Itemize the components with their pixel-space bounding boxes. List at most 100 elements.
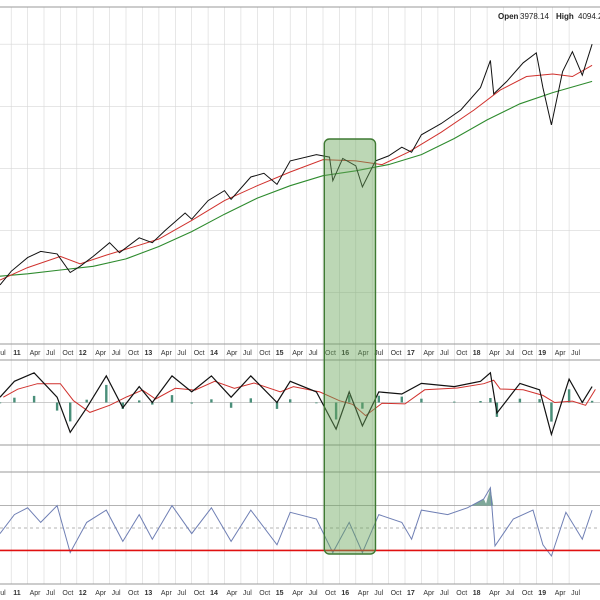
macd-histogram-bar — [229, 402, 233, 408]
x-axis-labels-bottom-row: Jul 11 Apr Jul Oct 12 Apr Jul Oct 13 Apr Jul Oct 14 Ap… — [0, 590, 580, 597]
x-tick-label: Oct — [456, 590, 467, 597]
x-tick-label: 14 — [210, 590, 218, 597]
x-tick-label: 18 — [473, 350, 481, 357]
macd-histogram-bar — [105, 384, 108, 403]
x-tick-label: Apr — [358, 350, 370, 357]
x-tick-label: Oct — [391, 590, 402, 597]
macd-histogram-bar — [453, 401, 456, 403]
macd-histogram-bar — [550, 402, 553, 422]
x-tick-label: Apr — [292, 350, 304, 357]
macd-histogram-bar — [170, 395, 174, 403]
x-tick-label: Oct — [194, 350, 205, 357]
x-tick-label: 11 — [13, 350, 21, 357]
x-tick-label: 16 — [341, 590, 349, 597]
macd-histogram-bar — [249, 398, 252, 403]
macd-histogram-bar — [420, 398, 423, 403]
macd-histogram-bar — [348, 395, 351, 403]
macd-histogram-bar — [590, 400, 594, 403]
x-tick-label: 11 — [13, 590, 21, 597]
x-tick-label: Oct — [62, 350, 73, 357]
macd-histogram-bar — [85, 399, 88, 403]
macd-histogram-bar — [315, 402, 318, 404]
x-tick-label: Apr — [489, 590, 501, 597]
macd-histogram-bar — [538, 399, 541, 403]
x-tick-label: Oct — [194, 590, 205, 597]
x-tick-label: Jul — [177, 350, 186, 357]
x-tick-label: 19 — [538, 350, 546, 357]
x-tick-label: Apr — [292, 590, 304, 597]
x-tick-label: 19 — [538, 590, 546, 597]
x-tick-label: 13 — [145, 350, 153, 357]
macd-histogram-bar — [55, 402, 59, 411]
header-ohlc: Open 3978.14 High 4094.2 — [498, 12, 600, 21]
x-tick-label: Jul — [506, 350, 515, 357]
x-tick-label: Apr — [161, 350, 173, 357]
x-axis-labels-top-row: Jul 11 Apr Jul Oct 12 Apr Jul Oct 13 Apr Jul Oct 14 Ap… — [0, 350, 580, 357]
x-tick-label: Apr — [95, 350, 107, 357]
open-value: 3978.14 — [520, 12, 549, 21]
macd-signal-line — [3, 379, 596, 417]
x-tick-label: Jul — [46, 590, 55, 597]
x-tick-label: Jul — [243, 350, 252, 357]
macd-histogram-bar — [13, 397, 16, 403]
ma-fast-line — [0, 64, 593, 281]
x-tick-label: 17 — [407, 350, 415, 357]
x-tick-label: 15 — [276, 350, 284, 357]
macd-histogram-bar — [138, 400, 141, 403]
x-tick-label: 17 — [407, 590, 415, 597]
x-tick-label: Jul — [309, 350, 318, 357]
macd-histogram-bar — [0, 402, 2, 404]
macd-histogram-bar — [377, 395, 380, 403]
x-tick-label: Jul — [571, 350, 580, 357]
x-tick-label: Apr — [423, 590, 435, 597]
macd-histogram-bar — [518, 398, 522, 403]
x-axis-labels-bottom: Jul 11 Apr Jul Oct 12 Apr Jul Oct 13 Apr Jul Oct 14 Ap… — [0, 583, 600, 597]
x-tick-label: Oct — [325, 350, 336, 357]
x-tick-label: Jul — [440, 350, 449, 357]
x-tick-label: Jul — [309, 590, 318, 597]
x-tick-label: Jul — [112, 350, 121, 357]
high-label: High — [556, 12, 574, 21]
x-tick-label: Oct — [325, 590, 336, 597]
macd-histogram-bar — [489, 398, 492, 403]
macd-line — [0, 371, 593, 437]
macd-histogram-bar — [361, 402, 364, 409]
x-tick-label: Jul — [374, 350, 383, 357]
macd-histogram-bar — [32, 395, 36, 403]
ma-slow-line — [0, 80, 593, 277]
macd-histogram-bar — [400, 396, 403, 403]
macd-histogram-bar — [275, 402, 279, 409]
macd-histogram-bar — [210, 399, 213, 403]
x-tick-label: Apr — [30, 350, 42, 357]
x-tick-label: Jul — [0, 350, 6, 357]
price-panel: Open 3978.14 High 4094.2 — [0, 6, 600, 293]
x-tick-label: Apr — [489, 350, 501, 357]
macd-histogram-bar — [69, 402, 72, 422]
price-horizontal-gridlines — [0, 43, 600, 293]
x-tick-label: Jul — [440, 590, 449, 597]
macd-panel — [0, 359, 600, 437]
x-axis-labels: Jul 11 Apr Jul Oct 12 Apr Jul Oct 13 Apr Jul Oct 14 Ap… — [0, 343, 600, 357]
x-tick-label: Apr — [358, 590, 370, 597]
x-tick-label: 18 — [473, 590, 481, 597]
x-tick-label: Oct — [259, 350, 270, 357]
x-tick-label: Jul — [46, 350, 55, 357]
x-tick-label: 16 — [341, 350, 349, 357]
x-tick-label: Oct — [522, 590, 533, 597]
x-tick-label: Apr — [423, 350, 435, 357]
x-tick-label: Oct — [391, 350, 402, 357]
macd-histogram-bar — [567, 389, 571, 403]
x-tick-label: Apr — [161, 590, 173, 597]
x-tick-label: Oct — [128, 590, 139, 597]
x-tick-label: Oct — [456, 350, 467, 357]
x-tick-label: 12 — [79, 350, 87, 357]
macd-histogram-bar — [151, 402, 154, 405]
x-tick-label: Apr — [30, 590, 42, 597]
x-tick-label: Jul — [243, 590, 252, 597]
macd-histogram-bar — [121, 402, 124, 409]
x-tick-label: Jul — [0, 590, 6, 597]
x-tick-label: Jul — [177, 590, 186, 597]
